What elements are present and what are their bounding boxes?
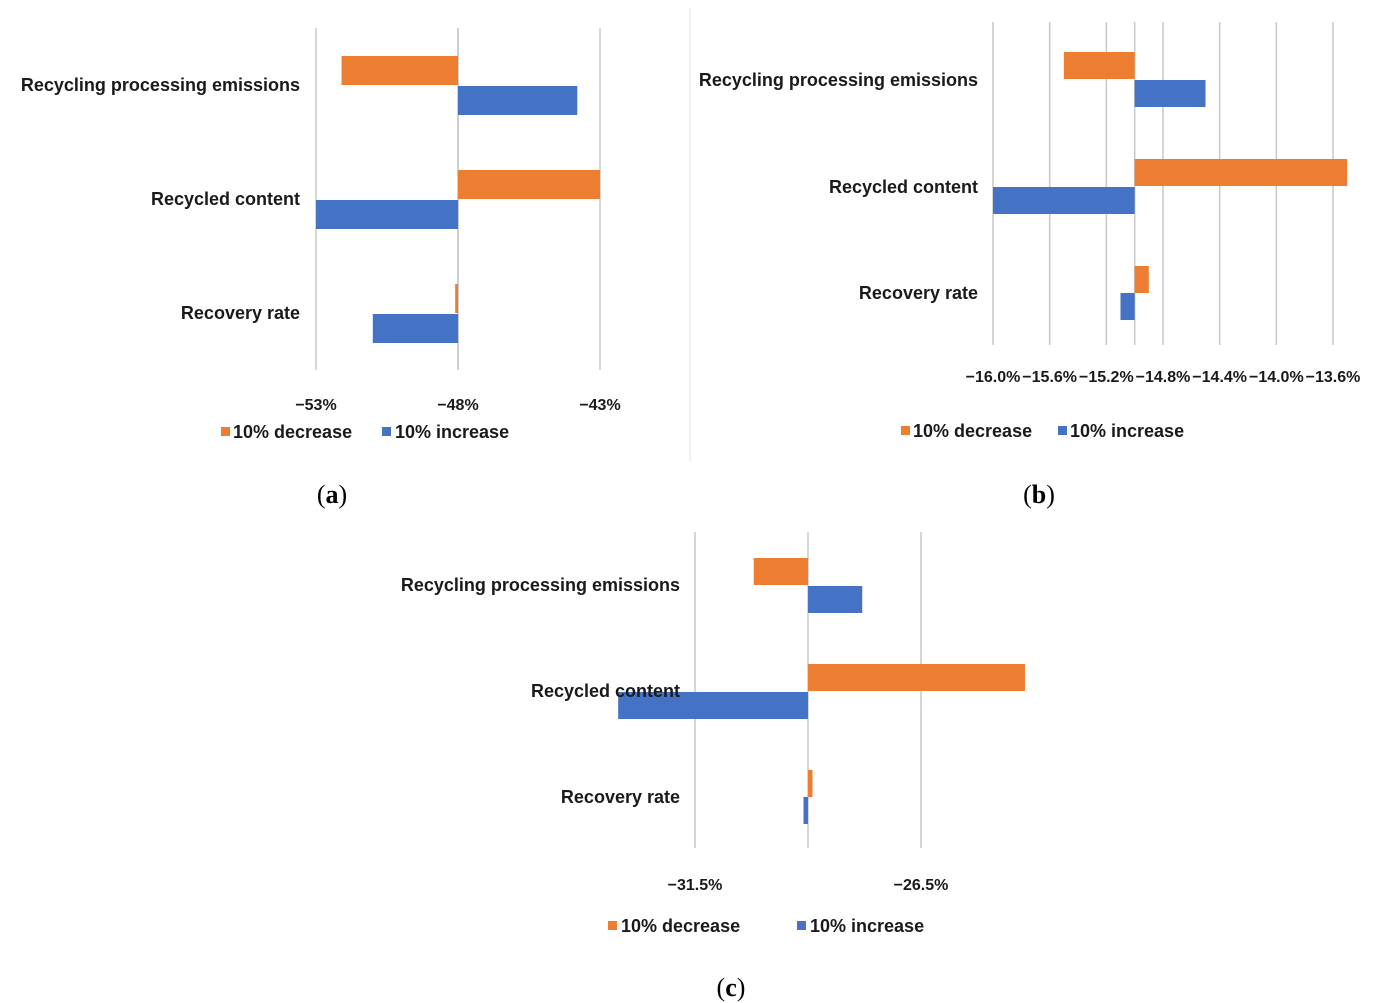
panel-label: (c) [717, 973, 746, 1002]
bar-increase-2 [372, 314, 458, 343]
legend-swatch-increase [1058, 426, 1067, 435]
legend-swatch-decrease [608, 921, 617, 930]
legend-label-decrease: 10% decrease [621, 916, 740, 936]
legend-label-decrease: 10% decrease [913, 421, 1032, 441]
category-label: Recycling processing emissions [21, 75, 300, 95]
tick-label: −26.5% [894, 877, 949, 894]
panel-label: (a) [317, 480, 347, 509]
bar-decrease-1 [1134, 159, 1348, 186]
panel-label-close: ) [737, 973, 746, 1002]
legend-swatch-decrease [901, 426, 910, 435]
panel-label-close: ) [1046, 480, 1055, 509]
bar-increase-0 [458, 86, 578, 115]
bar-decrease-1 [458, 170, 600, 199]
category-label: Recycling processing emissions [699, 70, 978, 90]
tick-label: −16.0% [966, 369, 1021, 386]
panel-label-close: ) [339, 480, 348, 509]
category-label: Recovery rate [181, 303, 300, 323]
category-label: Recycled content [829, 177, 978, 197]
legend-label-decrease: 10% decrease [233, 422, 352, 442]
bar-increase-1 [316, 200, 458, 229]
chart-panel-a: Recycling processing emissions Recycled c… [21, 28, 621, 509]
category-label: Recovery rate [859, 283, 978, 303]
panel-label-letter: b [1032, 480, 1046, 509]
legend-label-increase: 10% increase [1070, 421, 1184, 441]
bar-decrease-0 [341, 56, 458, 85]
bar-increase-0 [1134, 80, 1206, 107]
panel-label-open: ( [717, 973, 726, 1002]
tick-label: −15.6% [1022, 369, 1077, 386]
panel-label-open: ( [317, 480, 326, 509]
bar-decrease-2 [1134, 266, 1149, 293]
legend-label-increase: 10% increase [395, 422, 509, 442]
category-label: Recycled content [531, 681, 680, 701]
category-label: Recycling processing emissions [401, 575, 680, 595]
tick-label: −14.8% [1136, 369, 1191, 386]
tick-label: −14.0% [1249, 369, 1304, 386]
chart-panel-b: Recycling processing emissions Recycled c… [699, 22, 1360, 509]
tick-label: −43% [579, 397, 620, 414]
tick-label: −14.4% [1192, 369, 1247, 386]
bar-decrease-0 [753, 558, 808, 585]
panel-label-open: ( [1023, 480, 1032, 509]
tick-label: −15.2% [1079, 369, 1134, 386]
category-label: Recycled content [151, 189, 300, 209]
category-label: Recovery rate [561, 787, 680, 807]
bar-increase-1 [993, 187, 1135, 214]
bar-increase-2 [1120, 293, 1135, 320]
bar-decrease-2 [455, 284, 458, 313]
tick-label: −13.6% [1306, 369, 1361, 386]
bar-decrease-2 [808, 770, 813, 797]
panel-label: (b) [1023, 480, 1055, 509]
tick-label: −53% [295, 397, 336, 414]
chart-panel-c: Recycling processing emissions Recycled c… [401, 532, 1025, 1002]
bar-increase-1 [618, 692, 808, 719]
bar-decrease-1 [808, 664, 1025, 691]
legend-label-increase: 10% increase [810, 916, 924, 936]
bar-increase-2 [803, 797, 808, 824]
legend-swatch-decrease [221, 427, 230, 436]
legend-swatch-increase [797, 921, 806, 930]
bar-decrease-0 [1063, 52, 1135, 79]
bar-increase-0 [808, 586, 863, 613]
tick-label: −48% [437, 397, 478, 414]
panel-label-letter: c [725, 973, 737, 1002]
tick-label: −31.5% [668, 877, 723, 894]
panel-label-letter: a [326, 480, 339, 509]
legend-swatch-increase [382, 427, 391, 436]
